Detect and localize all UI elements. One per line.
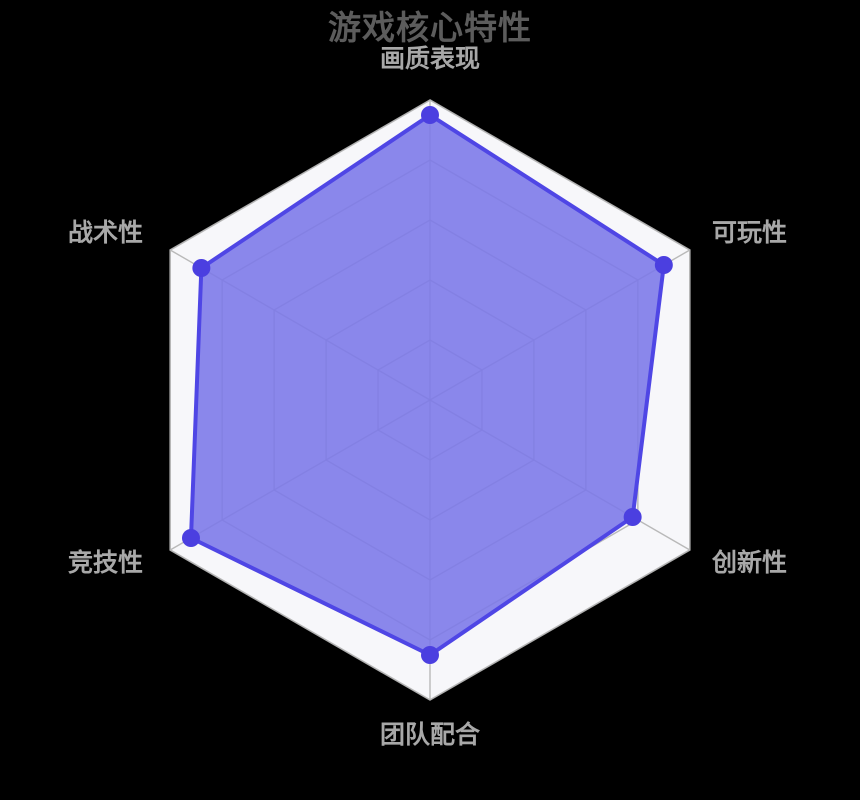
series-markers <box>181 106 673 664</box>
page-title: 游戏核心特性 <box>328 8 532 47</box>
axis-label-bottom-left: 竞技性 <box>68 548 144 577</box>
data-point-marker[interactable] <box>181 529 200 547</box>
axis-label-top-right: 可玩性 <box>712 218 788 247</box>
axis-label-bottom: 团队配合 <box>379 720 480 749</box>
data-point-marker[interactable] <box>421 106 439 124</box>
data-point-marker[interactable] <box>654 256 673 274</box>
data-point-marker[interactable] <box>192 259 211 277</box>
axis-label-top-left: 战术性 <box>68 218 144 247</box>
axis-label-bottom-right: 创新性 <box>712 548 788 577</box>
data-point-marker[interactable] <box>421 646 439 664</box>
axis-label-top: 画质表现 <box>379 44 480 73</box>
data-point-marker[interactable] <box>623 508 642 526</box>
